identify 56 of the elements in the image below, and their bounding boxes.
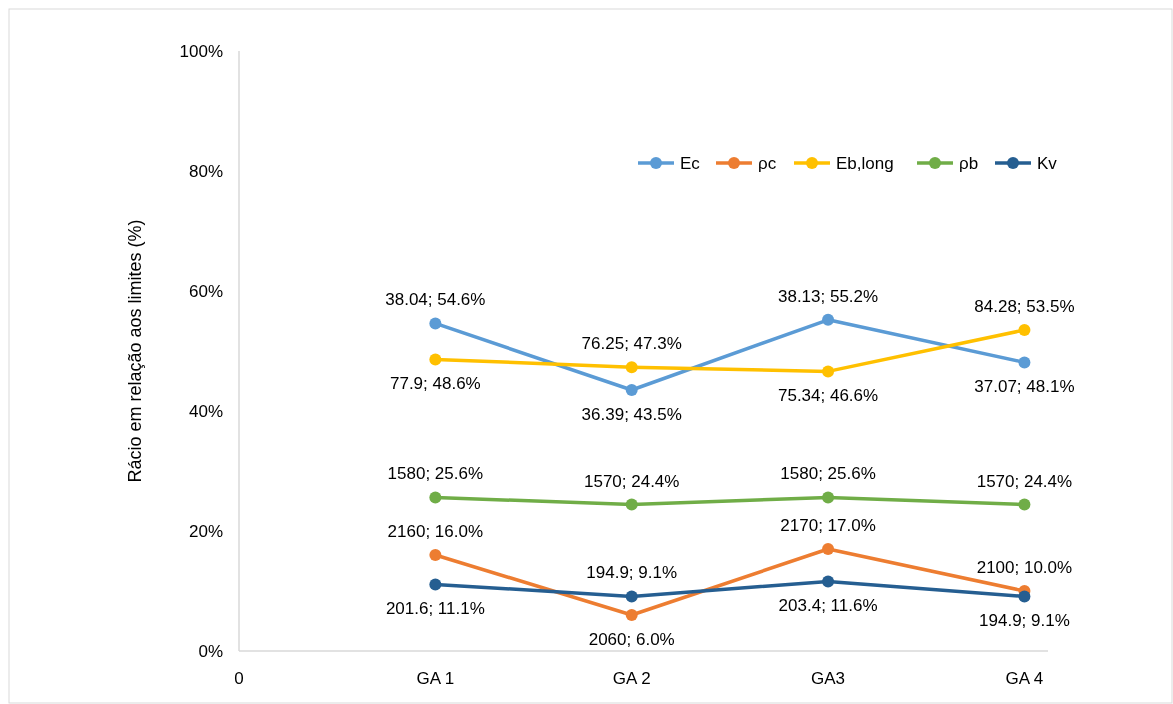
data-label: 37.07; 48.1%	[974, 377, 1075, 397]
point	[625, 609, 638, 621]
legend-label: Kv	[1037, 154, 1058, 173]
data-label: 203.4; 11.6%	[778, 596, 878, 616]
data-label: 36.39; 43.5%	[581, 405, 682, 424]
point	[1018, 356, 1031, 369]
point	[625, 361, 638, 374]
point	[822, 365, 835, 378]
legend-label: Eb,long	[836, 154, 894, 173]
point	[1018, 324, 1031, 336]
data-label: 38.13; 55.2%	[777, 286, 879, 306]
data-label: 76.25; 47.3%	[581, 334, 682, 354]
data-label: 84.28; 53.5%	[974, 297, 1075, 316]
data-label: 2100; 10.0%	[976, 558, 1073, 577]
data-label: 194.9; 9.1%	[979, 611, 1070, 631]
legend-label: ρb	[959, 154, 979, 173]
data-label: 1580; 25.6%	[780, 464, 876, 484]
data-label: 201.6; 11.1%	[385, 599, 485, 619]
point	[429, 491, 442, 504]
point	[429, 578, 442, 591]
data-label: 1580; 25.6%	[387, 464, 484, 484]
y-tick-label: 100%	[179, 42, 223, 61]
y-tick-label: 80%	[188, 162, 223, 181]
y-tick-label: 60%	[188, 282, 223, 301]
x-tick-label: GA3	[811, 669, 846, 688]
point	[429, 353, 442, 366]
point	[625, 498, 638, 511]
x-tick-label: GA 2	[612, 669, 651, 688]
point	[822, 575, 835, 588]
point	[1018, 498, 1031, 511]
point	[1018, 590, 1031, 603]
data-label: 38.04; 54.6%	[385, 290, 486, 310]
point	[822, 313, 835, 326]
data-label: 194.9; 9.1%	[586, 563, 678, 583]
point	[429, 317, 442, 330]
x-tick-label: GA 4	[1005, 669, 1044, 688]
data-label: 1570; 24.4%	[976, 471, 1073, 491]
data-label: 2160; 16.0%	[387, 522, 484, 541]
point	[625, 384, 638, 396]
data-label: 77.9; 48.6%	[389, 374, 481, 394]
legend-label: Ec	[680, 154, 701, 173]
x-tick-label: GA 1	[416, 669, 455, 688]
point	[625, 590, 638, 603]
x-tick-label: 0	[234, 669, 244, 688]
legend-label: ρc	[758, 154, 777, 173]
y-tick-label: 0%	[198, 642, 223, 661]
y-tick-label: 20%	[188, 522, 223, 541]
data-label: 1570; 24.4%	[583, 471, 680, 491]
data-label: 2060; 6.0%	[588, 630, 675, 649]
y-axis-title: Rácio em relação aos limites (%)	[125, 219, 145, 483]
point	[822, 543, 835, 555]
data-label: 75.34; 46.6%	[777, 386, 879, 406]
data-label: 2170; 17.0%	[780, 516, 876, 535]
point	[822, 491, 835, 504]
y-tick-label: 40%	[188, 402, 223, 421]
point	[429, 549, 442, 561]
